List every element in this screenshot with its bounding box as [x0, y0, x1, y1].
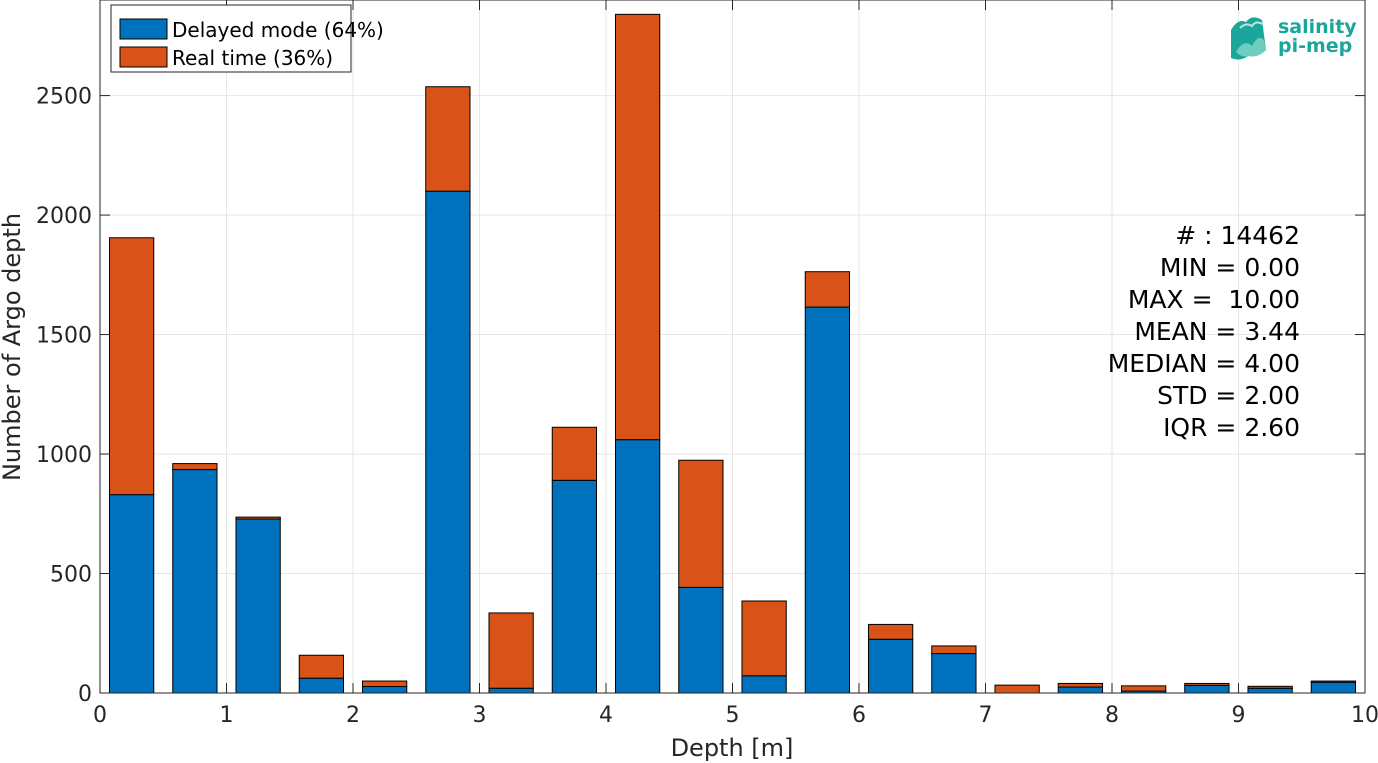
y-tick-label: 2000	[36, 204, 92, 229]
bar-real-time	[1120, 685, 1167, 692]
bar-delayed-mode	[614, 439, 661, 694]
x-tick-label: 0	[93, 703, 107, 728]
x-axis-title: Depth [m]	[671, 734, 794, 762]
bar-delayed-mode	[425, 190, 471, 694]
stat-iqr: IQR = 2.60	[1163, 413, 1300, 442]
x-tick-label: 1	[220, 703, 234, 728]
legend: Delayed mode (64%) Real time (36%)	[110, 4, 384, 73]
bar-real-time	[1247, 685, 1293, 689]
bar-real-time	[1057, 682, 1104, 688]
bar-real-time	[867, 623, 914, 640]
legend-label-real-time: Real time (36%)	[172, 46, 333, 70]
x-tick-label: 7	[979, 703, 993, 728]
bar-delayed-mode	[1184, 684, 1230, 694]
x-tick-label: 5	[726, 703, 740, 728]
bar-delayed-mode	[108, 494, 155, 694]
x-tick-label: 10	[1351, 703, 1378, 728]
bar-delayed-mode	[804, 306, 851, 694]
bar-delayed-mode	[235, 518, 281, 694]
statistics-annotation: # : 14462 MIN = 0.00 MAX = 10.00 MEAN = …	[1108, 221, 1300, 442]
y-tick-label: 1000	[36, 443, 92, 468]
bar-delayed-mode	[1247, 687, 1293, 694]
stat-median: MEDIAN = 4.00	[1108, 349, 1300, 378]
legend-swatch-delayed-mode	[119, 18, 168, 40]
bar-real-time	[551, 426, 598, 481]
bar-delayed-mode	[931, 653, 977, 694]
stat-max: MAX = 10.00	[1128, 285, 1300, 314]
axis-ticks: 0 1 2 3 4 5 6 7 8 9 10 0 500 1000 1500 2000 2500	[36, 0, 1378, 728]
legend-swatch-real-time	[119, 46, 168, 68]
bar-delayed-mode	[298, 677, 345, 694]
stat-mean: MEAN = 3.44	[1134, 317, 1300, 346]
bar-real-time	[108, 237, 155, 496]
y-tick-label: 500	[50, 563, 92, 588]
bar-real-time	[614, 13, 661, 441]
bar-real-time	[804, 271, 851, 308]
x-tick-label: 2	[346, 703, 360, 728]
stat-count: # : 14462	[1175, 221, 1300, 250]
salinity-pi-mep-logo: salinity pi-mep	[1231, 16, 1357, 60]
bar-delayed-mode	[678, 586, 724, 694]
bar-real-time	[425, 86, 471, 192]
bar-real-time	[1184, 682, 1230, 686]
bar-delayed-mode	[551, 479, 598, 694]
y-tick-label: 0	[78, 682, 92, 707]
bar-delayed-mode	[741, 675, 787, 694]
stat-min: MIN = 0.00	[1160, 253, 1300, 282]
logo-text-salinity: salinity	[1278, 16, 1357, 38]
x-tick-label: 4	[599, 703, 613, 728]
x-tick-label: 8	[1105, 703, 1119, 728]
x-tick-label: 3	[473, 703, 487, 728]
bar-delayed-mode	[1057, 686, 1104, 694]
bars	[108, 13, 1357, 694]
bar-real-time	[488, 612, 534, 689]
bar-delayed-mode	[1310, 681, 1357, 694]
bar-delayed-mode	[361, 686, 408, 694]
bar-real-time	[931, 645, 977, 655]
x-tick-label: 6	[852, 703, 866, 728]
wave-logo-icon	[1231, 17, 1266, 60]
logo-text-pi-mep: pi-mep	[1278, 35, 1352, 57]
bar-real-time	[361, 680, 408, 688]
bar-real-time	[741, 600, 787, 677]
bar-real-time	[678, 459, 724, 588]
bar-delayed-mode	[172, 469, 218, 694]
bar-delayed-mode	[488, 687, 534, 694]
stat-std: STD = 2.00	[1157, 381, 1300, 410]
bar-real-time	[1310, 680, 1357, 683]
y-axis-title: Number of Argo depth	[0, 213, 26, 481]
y-tick-label: 1500	[36, 324, 92, 349]
bar-real-time	[235, 516, 281, 520]
bar-real-time	[298, 654, 345, 679]
bar-real-time	[172, 463, 218, 471]
bar-real-time	[994, 684, 1040, 694]
legend-label-delayed-mode: Delayed mode (64%)	[172, 18, 384, 42]
x-tick-label: 9	[1232, 703, 1246, 728]
y-tick-label: 2500	[36, 85, 92, 110]
bar-delayed-mode	[867, 638, 914, 694]
